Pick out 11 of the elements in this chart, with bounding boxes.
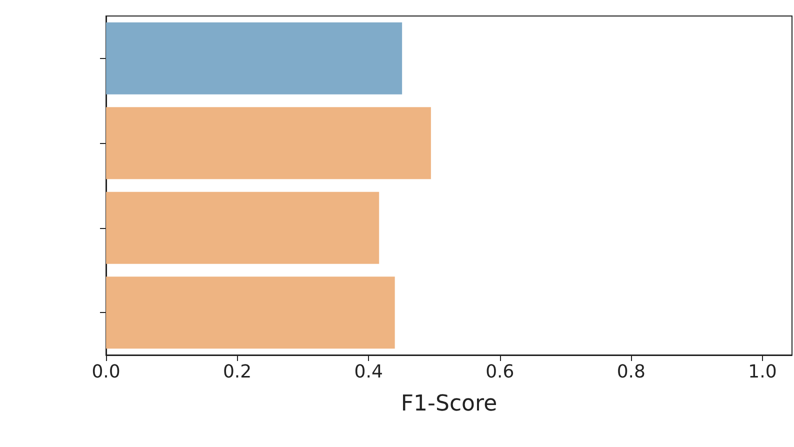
x-tick-label: 0.6 bbox=[486, 362, 514, 382]
bar bbox=[106, 107, 431, 180]
bar bbox=[106, 22, 402, 94]
bar bbox=[106, 276, 395, 349]
x-tick-label: 0.0 bbox=[92, 362, 120, 382]
bar bbox=[106, 192, 380, 264]
x-tick-label: 0.2 bbox=[222, 362, 252, 382]
x-axis-title: F1-Score bbox=[400, 392, 498, 416]
x-tick-label: 1.0 bbox=[748, 362, 777, 382]
x-tick-label: 0.8 bbox=[616, 362, 646, 382]
x-tick-label: 0.4 bbox=[354, 362, 383, 382]
